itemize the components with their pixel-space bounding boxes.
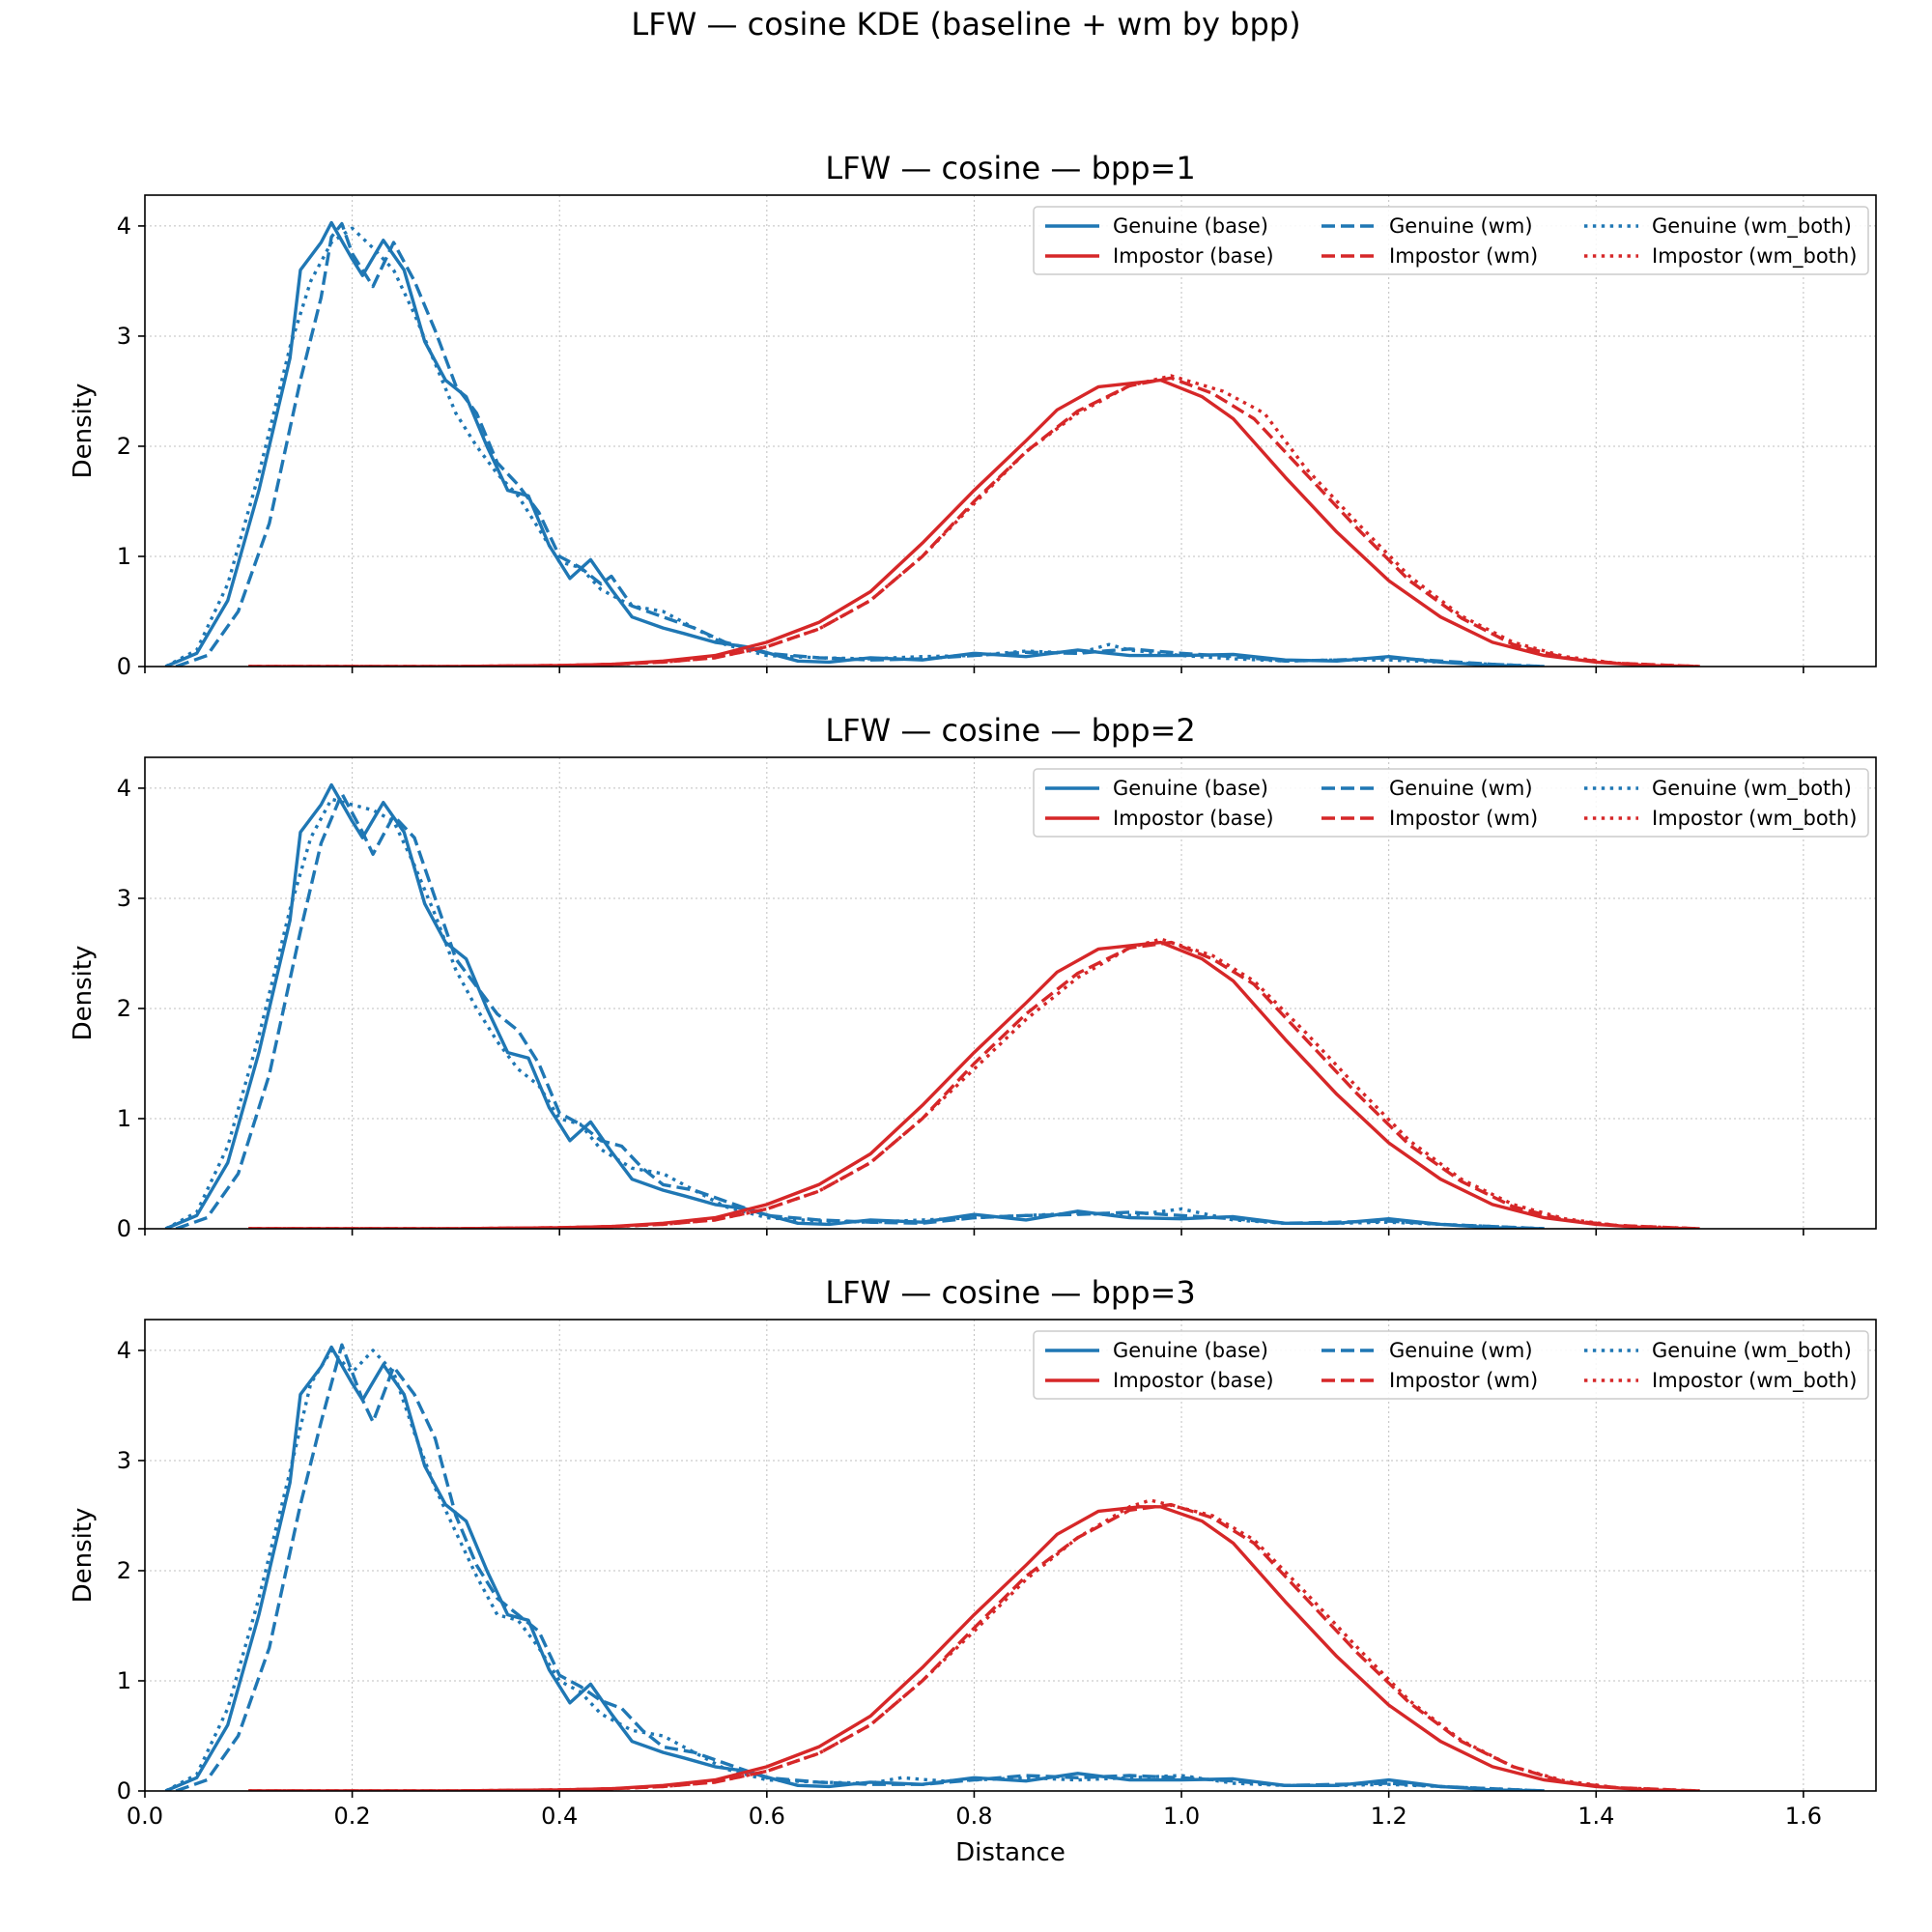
y-axis-label: Density (69, 1508, 98, 1604)
legend: Genuine (base) Impostor (base) Genuine (wm… (1033, 206, 1869, 275)
legend-box (1033, 768, 1869, 838)
series-line-impostor-wm-both (248, 374, 1700, 667)
legend-label: Genuine (wm_both) (1652, 777, 1852, 801)
legend-label: Impostor (wm_both) (1652, 807, 1857, 831)
series-line-genuine-wm-both (164, 1349, 1545, 1791)
axes-frame (144, 756, 1877, 1230)
series-line-impostor-wm (248, 376, 1700, 667)
legend-label: Impostor (base) (1113, 807, 1274, 830)
panel-title: LFW — cosine — bpp=3 (825, 1274, 1195, 1311)
y-axis-label: Density (69, 946, 98, 1041)
panel-bpp-3: 0.0 0.2 0.4 0.6 0.8 1.0 1.2 1.4 1.6 0 1 2 3 4 LFW — co… (69, 1274, 1877, 1867)
y-tick-label: 4 (117, 775, 131, 802)
series-group (164, 782, 1700, 1229)
series-line-genuine-base (164, 1345, 1545, 1791)
subplot-panels: 0 1 2 3 4 LFW — cosine — bpp=1 Density Genuine … (69, 150, 1877, 1867)
legend-label: Genuine (base) (1113, 777, 1268, 800)
y-tick-label: 1 (117, 543, 131, 570)
panel-bpp-2: 0 1 2 3 4 LFW — cosine — bpp=2 Density Genuine … (69, 712, 1877, 1242)
legend-label: Impostor (wm_both) (1652, 1369, 1857, 1393)
y-tick-label: 3 (117, 885, 131, 912)
legend-label: Genuine (wm_both) (1652, 1339, 1852, 1363)
series-group (164, 220, 1700, 667)
y-tick-label: 4 (117, 213, 131, 240)
axes-frame (144, 1319, 1877, 1792)
y-tick-label: 3 (117, 323, 131, 350)
legend-label: Impostor (wm) (1389, 807, 1538, 830)
y-axis-label: Density (69, 384, 98, 479)
series-line-genuine-wm (175, 791, 1545, 1229)
panel-bpp-1: 0 1 2 3 4 LFW — cosine — bpp=1 Density Genuine … (69, 150, 1877, 680)
legend-label: Impostor (wm) (1389, 244, 1538, 268)
x-tick-label: 1.4 (1577, 1803, 1614, 1830)
x-tick-label: 0.2 (334, 1803, 371, 1830)
y-tick-label: 4 (117, 1337, 131, 1364)
legend-box (1033, 1330, 1869, 1400)
legend-label: Genuine (wm_both) (1652, 214, 1852, 239)
legend-label: Genuine (base) (1113, 1339, 1268, 1362)
y-tick-label: 3 (117, 1447, 131, 1474)
y-tick-label: 2 (117, 433, 131, 460)
series-line-impostor-wm-both (248, 1498, 1700, 1791)
legend-label: Genuine (base) (1113, 214, 1268, 238)
series-group (164, 1343, 1700, 1791)
y-tick-label: 2 (117, 995, 131, 1022)
series-line-impostor-wm-both (248, 937, 1700, 1229)
x-tick-label: 1.0 (1163, 1803, 1200, 1830)
x-tick-label: 0.4 (541, 1803, 578, 1830)
y-tick-label: 0 (117, 1215, 131, 1242)
legend: Genuine (base) Impostor (base) Genuine (wm… (1033, 1330, 1869, 1400)
legend-box (1033, 206, 1869, 275)
panel-title: LFW — cosine — bpp=2 (825, 712, 1195, 749)
series-line-genuine-base (164, 782, 1545, 1229)
y-tick-label: 0 (117, 653, 131, 680)
legend-label: Impostor (wm) (1389, 1369, 1538, 1392)
legend-label: Impostor (base) (1113, 244, 1274, 268)
y-tick-label: 1 (117, 1105, 131, 1132)
series-line-genuine-wm-both (164, 797, 1545, 1229)
x-tick-label: 0.0 (127, 1803, 163, 1830)
panel-title: LFW — cosine — bpp=1 (825, 150, 1195, 186)
legend-label: Impostor (base) (1113, 1369, 1274, 1392)
axes-frame (144, 194, 1877, 668)
legend-label: Genuine (wm) (1389, 777, 1533, 800)
legend-label: Impostor (wm_both) (1652, 244, 1857, 269)
series-line-genuine-base (164, 220, 1545, 667)
x-tick-label: 1.2 (1371, 1803, 1407, 1830)
legend: Genuine (base) Impostor (base) Genuine (wm… (1033, 768, 1869, 838)
series-line-genuine-wm (175, 221, 1545, 667)
x-axis-label: Distance (955, 1838, 1065, 1867)
series-line-genuine-wm (175, 1343, 1545, 1791)
y-tick-label: 1 (117, 1667, 131, 1694)
x-tick-label: 0.6 (749, 1803, 785, 1830)
x-tick-label: 1.6 (1785, 1803, 1822, 1830)
figure-title: LFW — cosine KDE (baseline + wm by bpp) (631, 6, 1300, 43)
y-tick-label: 0 (117, 1777, 131, 1804)
x-tick-label: 0.8 (955, 1803, 992, 1830)
legend-label: Genuine (wm) (1389, 1339, 1533, 1362)
legend-label: Genuine (wm) (1389, 214, 1533, 238)
y-tick-label: 2 (117, 1557, 131, 1584)
series-line-genuine-wm-both (164, 226, 1545, 667)
